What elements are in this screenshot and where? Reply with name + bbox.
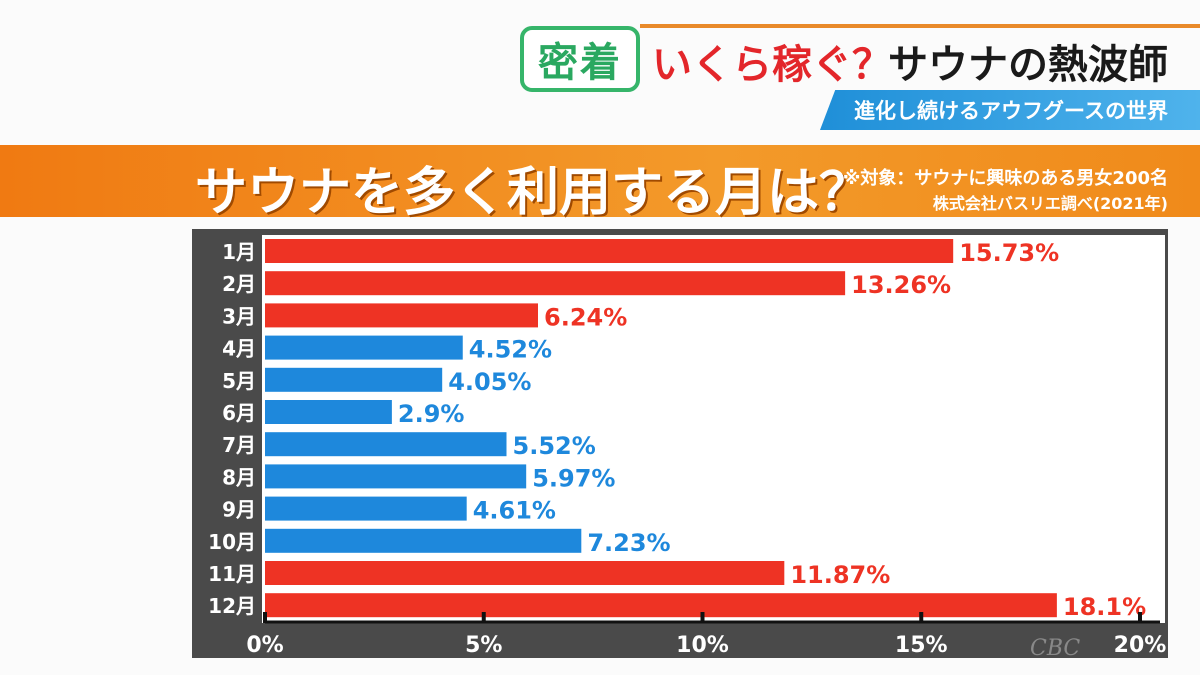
value-label: 18.1%: [1063, 593, 1146, 621]
x-tick-label: 20%: [1114, 633, 1167, 658]
segment-badge: 密着: [520, 26, 640, 92]
category-label: 8月: [222, 465, 256, 489]
source-note: 株式会社バスリエ調べ(2021年): [932, 194, 1168, 213]
x-tick-label: 0%: [246, 633, 283, 658]
bar: [265, 335, 463, 360]
question-banner: [0, 145, 1200, 217]
category-label: 10月: [208, 530, 256, 554]
bar: [265, 528, 582, 553]
bar: [265, 367, 443, 392]
category-label: 7月: [222, 433, 256, 457]
x-tick-label: 5%: [465, 633, 502, 658]
value-label: 5.52%: [513, 432, 596, 460]
bar: [265, 400, 392, 424]
category-label: 5月: [222, 369, 256, 393]
headline-red: いくら稼ぐ？: [652, 42, 892, 88]
subtitle-band: 進化し続けるアウフグースの世界: [820, 90, 1200, 130]
category-label: 11月: [208, 562, 256, 586]
plot-area: [262, 235, 1165, 623]
bar: [265, 496, 467, 521]
category-label: 6月: [222, 401, 256, 425]
watermark-logo: CBC: [1030, 636, 1081, 661]
value-label: 4.52%: [469, 336, 552, 364]
value-label: 2.9%: [398, 400, 465, 428]
bar: [265, 561, 785, 585]
bar: [265, 239, 954, 263]
value-label: 11.87%: [790, 561, 890, 589]
category-label: 9月: [222, 498, 256, 522]
category-label: 3月: [222, 304, 256, 328]
category-label: 4月: [222, 337, 256, 361]
subtitle: 進化し続けるアウフグースの世界: [854, 99, 1168, 123]
headline-black: サウナの熱波師: [888, 42, 1168, 88]
bar: [265, 593, 1057, 618]
x-tick-label: 15%: [895, 633, 948, 658]
value-label: 5.97%: [532, 464, 615, 492]
value-label: 15.73%: [959, 239, 1059, 267]
bar: [265, 303, 538, 328]
bar: [265, 432, 507, 457]
category-label: 1月: [222, 240, 256, 264]
value-label: 7.23%: [587, 529, 670, 557]
x-tick-label: 10%: [676, 633, 729, 658]
chart-title: サウナを多く利用する月は？: [195, 163, 872, 223]
bar: [265, 271, 846, 296]
survey-note: ※対象：サウナに興味のある男女200名: [842, 168, 1168, 189]
value-label: 13.26%: [851, 271, 951, 299]
value-label: 6.24%: [544, 303, 627, 331]
value-label: 4.05%: [448, 368, 531, 396]
category-label: 2月: [222, 272, 256, 296]
category-label: 12月: [208, 594, 256, 618]
value-label: 4.61%: [473, 497, 556, 525]
header-line: [640, 24, 1200, 28]
bar: [265, 464, 527, 489]
